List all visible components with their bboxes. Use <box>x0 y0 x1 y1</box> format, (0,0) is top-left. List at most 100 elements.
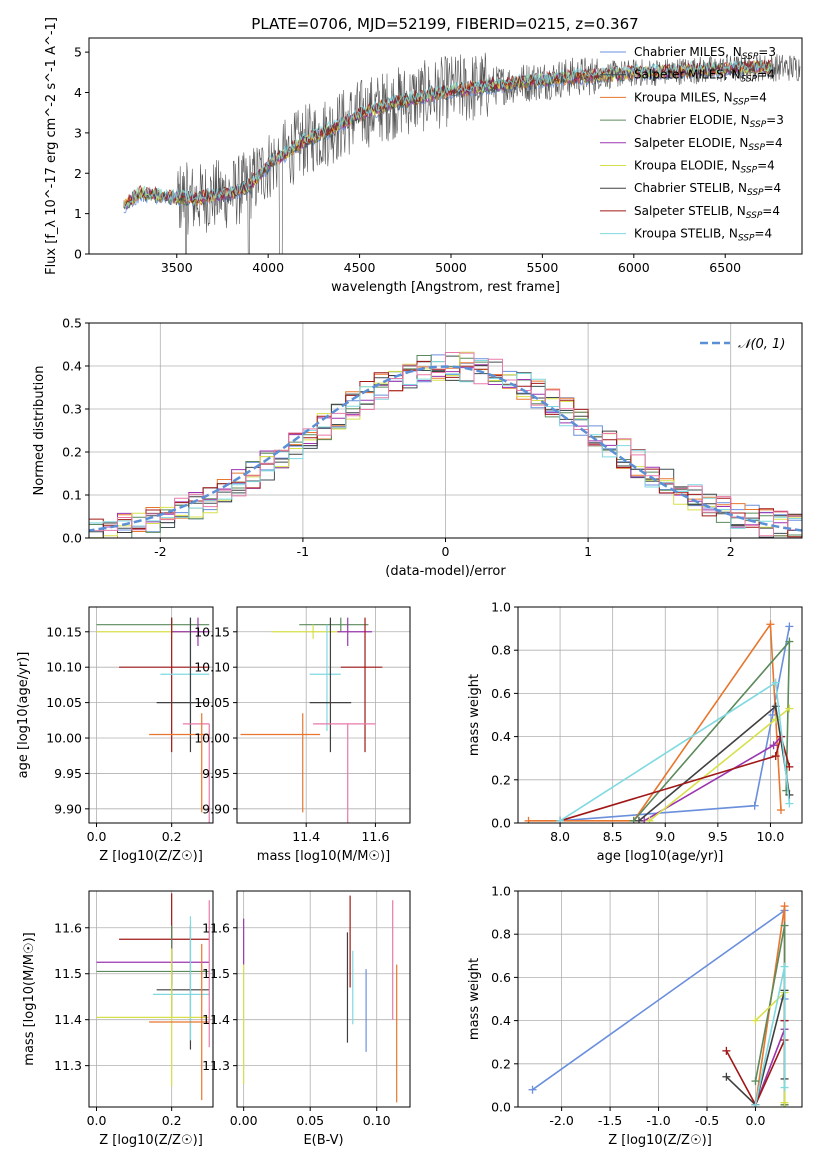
weight-line <box>528 621 782 822</box>
y-tick-label: 0.5 <box>62 316 82 331</box>
x-tick-label: 11.6 <box>361 829 389 844</box>
y-axis-label: mass weight <box>467 674 482 756</box>
y-tick-label: 0.2 <box>62 445 82 460</box>
legend-val: =4 <box>762 204 780 218</box>
x-tick-label: 8.5 <box>603 829 623 844</box>
y-tick-label: 11.3 <box>202 1058 230 1073</box>
legend-label: Kroupa ELODIE, N <box>634 159 741 173</box>
axes-frame <box>236 606 411 824</box>
x-tick-label: -0.5 <box>695 1113 719 1128</box>
x-axis-label: wavelength [Angstrom, rest frame] <box>331 280 560 295</box>
panel-weight_vs_Z: -2.0 -1.5 -1.0 -0.5 0.0 0.0 0.2 0.4 0.6 0.8 1.0 Z [… <box>467 884 803 1148</box>
legend-entry: Salpeter STELIB, NSSP=4 <box>634 204 780 221</box>
legend-sub: SSP <box>741 75 758 85</box>
x-tick-label: -1 <box>297 544 309 559</box>
weight-line <box>638 704 791 822</box>
legend-sub: SSP <box>742 52 759 62</box>
x-tick-label: 6500 <box>709 260 741 275</box>
legend-sub: SSP <box>746 211 763 221</box>
legend-label: Kroupa STELIB, N <box>634 227 738 241</box>
plot-area-residuals <box>89 351 802 538</box>
y-tick-label: 9.95 <box>202 766 230 781</box>
y-tick-label: 10.10 <box>194 660 230 675</box>
gaussian-reference-curve <box>89 365 802 532</box>
x-tick-label: 4500 <box>344 260 376 275</box>
plot-area-mass_vs_Z <box>96 893 210 1101</box>
x-tick-label: -2 <box>154 544 166 559</box>
y-tick-label: 0.1 <box>62 488 82 503</box>
legend-entry: Salpeter MILES, NSSP=4 <box>634 68 775 85</box>
y-tick-label: 0.2 <box>491 1056 511 1071</box>
legend-sub: SSP <box>747 188 764 198</box>
plot-area-spectrum <box>123 52 801 254</box>
x-tick-label: 1 <box>584 544 592 559</box>
panel-age_vs_Z: 0.0 0.2 9.90 9.95 10.00 10.05 10.10 10.15 Z [log… <box>16 606 214 864</box>
legend-sub: SSP <box>750 120 767 130</box>
legend-val: =4 <box>757 68 775 82</box>
legend-entry: 𝒩(0, 1) <box>738 337 785 352</box>
legend-sub: SSP <box>741 166 758 176</box>
legend-label: Chabrier MILES, N <box>634 45 742 59</box>
x-tick-label: 0.2 <box>162 829 182 844</box>
x-tick-label: 11.4 <box>292 829 320 844</box>
legend-entry: Salpeter ELODIE, NSSP=4 <box>634 136 783 153</box>
axes-frame <box>88 37 803 255</box>
legend-label: Chabrier ELODIE, N <box>634 113 750 127</box>
panel-age_vs_mass: 11.4 11.6 9.90 9.95 10.00 10.05 10.10 10.15 mass… <box>194 606 411 864</box>
y-tick-label: 11.5 <box>202 966 230 981</box>
y-tick-label: 0.0 <box>491 816 511 831</box>
weight-line <box>633 639 791 822</box>
x-tick-label: 0.0 <box>87 1113 107 1128</box>
x-axis-label: Z [log10(Z/Z☉)] <box>99 1133 203 1148</box>
y-tick-label: 0.4 <box>491 729 511 744</box>
y-tick-label: 1 <box>74 206 82 221</box>
legend-val: =4 <box>754 227 772 241</box>
y-tick-label: 0.8 <box>491 927 511 942</box>
panel-spectrum: 3500 4000 4500 5000 5500 6000 6500 0 1 2 3 4 5 wavele… <box>44 17 803 295</box>
spectrum-model-line <box>123 59 772 209</box>
legend-val: =4 <box>757 159 775 173</box>
x-tick-label: -1.5 <box>598 1113 622 1128</box>
panel-residuals: -2 -1 0 1 2 0.0 0.1 0.2 0.3 0.4 0.5 (data-model)/er… <box>32 316 803 579</box>
legend-entry: Kroupa STELIB, NSSP=4 <box>634 227 772 244</box>
y-tick-label: 9.95 <box>54 766 82 781</box>
x-tick-label: 2 <box>727 544 735 559</box>
legend-label: Chabrier STELIB, N <box>634 181 747 195</box>
legend-val: =3 <box>758 45 776 59</box>
weight-line <box>754 966 786 1105</box>
x-tick-label: 6000 <box>618 260 650 275</box>
y-tick-label: 10.05 <box>194 695 230 710</box>
y-tick-label: 4 <box>74 85 82 100</box>
plot-area-weight_vs_Z <box>528 902 789 1107</box>
axes-frame <box>88 322 803 539</box>
axes-frame <box>88 606 214 824</box>
plot-area-age_vs_Z <box>96 617 210 823</box>
x-tick-label: 0.2 <box>162 1113 182 1128</box>
x-tick-label: -2.0 <box>549 1113 573 1128</box>
y-tick-label: 10.10 <box>46 660 82 675</box>
y-tick-label: 9.90 <box>202 801 230 816</box>
y-tick-label: 10.00 <box>46 731 82 746</box>
y-tick-label: 0.0 <box>491 1100 511 1115</box>
y-tick-label: 10.15 <box>194 624 230 639</box>
y-tick-label: 10.15 <box>46 624 82 639</box>
legend-label: Salpeter MILES, N <box>634 68 741 82</box>
weight-line <box>648 707 790 822</box>
y-tick-label: 0.3 <box>62 402 82 417</box>
plot-area-age_vs_mass <box>240 617 383 823</box>
plot-area-weight_vs_age <box>524 620 794 823</box>
x-tick-label: 0 <box>442 544 450 559</box>
y-tick-label: 11.6 <box>202 920 230 935</box>
legend-sub: SSP <box>748 143 765 153</box>
legend-entry: Chabrier MILES, NSSP=3 <box>634 45 776 62</box>
y-axis-label: Flux [f_λ 10^-17 erg cm^-2 s^-1 A^-1] <box>44 17 59 275</box>
x-tick-label: -1.0 <box>646 1113 670 1128</box>
y-tick-label: 9.90 <box>54 801 82 816</box>
y-axis-label: Normed distribution <box>32 366 47 496</box>
x-tick-label: 4000 <box>252 260 284 275</box>
y-tick-label: 11.4 <box>202 1012 230 1027</box>
y-tick-label: 0.0 <box>62 531 82 546</box>
y-tick-label: 0.2 <box>491 772 511 787</box>
